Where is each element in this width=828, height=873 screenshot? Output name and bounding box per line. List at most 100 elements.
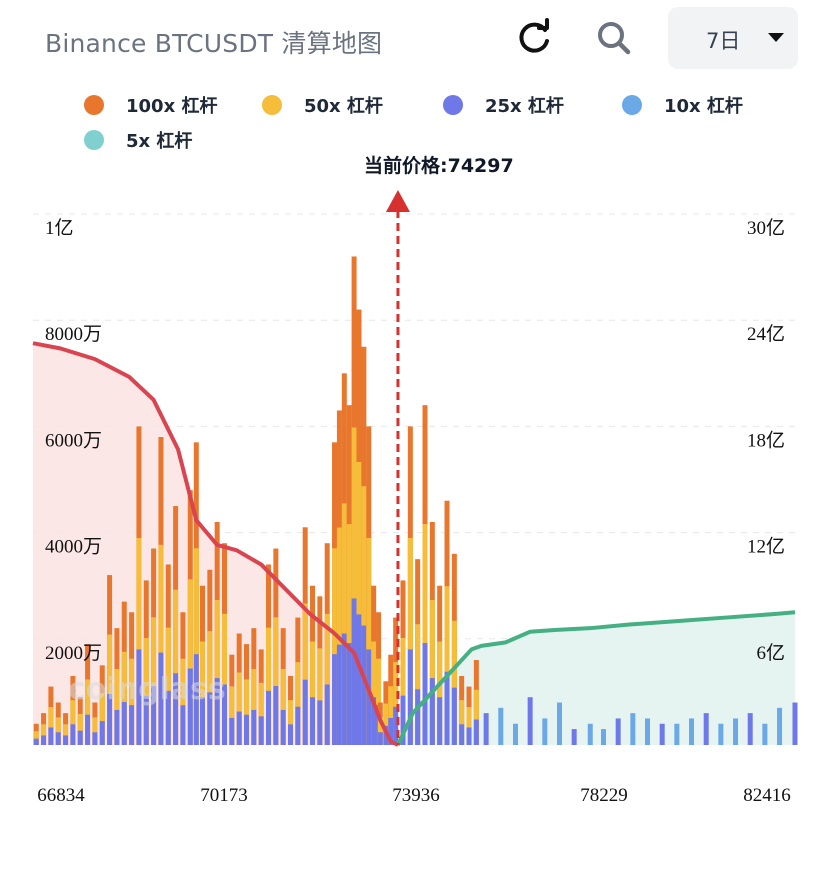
bar [251,669,257,745]
bar [207,631,213,745]
bar [193,654,199,745]
bar [77,713,83,745]
bar [41,735,47,745]
bar [70,700,76,745]
bar [332,548,338,745]
bar [143,638,149,745]
bar [459,724,465,745]
bar [222,613,228,745]
refresh-icon[interactable] [512,16,556,60]
bar [451,687,457,745]
bar [165,627,171,745]
range-select[interactable]: 7日 [668,7,798,69]
bar [295,706,301,745]
bar [302,603,308,745]
bar [317,700,323,745]
bar [415,624,421,745]
bar [310,697,316,745]
legend-item-100x[interactable]: 100x 杠杆 [84,92,217,118]
bar [371,641,377,745]
bar [244,679,250,745]
y-tick-label-left: 4000万 [45,537,102,558]
legend-item-10x[interactable]: 10x 杠杆 [622,92,743,118]
legend-dot [262,95,282,115]
bar [689,718,695,745]
bar [377,732,383,745]
legend-item-5x[interactable]: 5x 杠杆 [84,127,192,153]
page-title: Binance BTCUSDT 清算地图 [45,29,383,58]
bar [55,732,61,745]
legend-item-25x[interactable]: 25x 杠杆 [443,92,564,118]
bar [762,723,768,745]
watermark: coinglass [68,672,226,707]
bar [351,427,357,745]
bar [199,641,205,745]
bar [361,486,367,745]
bar [173,589,179,745]
short-cumulative-line [396,610,796,746]
legend-label: 25x 杠杆 [485,96,564,117]
bar [158,544,164,745]
y-tick-label-right: 24亿 [747,323,785,345]
bar [107,634,113,745]
bar [99,693,105,745]
bar [422,643,428,745]
bar [356,461,362,745]
current-price-arrow [385,190,410,212]
bar [473,689,479,745]
bar [483,713,489,745]
bar [236,672,242,745]
bar [718,723,724,745]
bar [207,692,213,745]
bar [266,690,272,745]
bar [63,724,69,745]
bar [129,705,135,745]
bar [63,735,69,745]
bar [324,613,330,745]
bar [143,695,149,745]
legend: 100x 杠杆 50x 杠杆 25x 杠杆 10x 杠杆 5x 杠杆 [0,82,828,152]
bar [747,713,753,745]
bar [266,627,272,745]
legend-dot [84,95,104,115]
bar [587,723,593,745]
bar [407,649,413,745]
bar [733,718,739,745]
bar [346,524,352,745]
bar [77,730,83,745]
bar [556,702,562,745]
bar [366,649,372,745]
bar [244,714,250,745]
bar [356,614,362,745]
header: Binance BTCUSDT 清算地图 7日 [0,0,828,80]
search-icon[interactable] [592,16,636,60]
bar [136,649,142,745]
bar [317,648,323,745]
bar [48,727,54,745]
y-tick-label-right: 12亿 [747,536,785,558]
bar [324,684,330,745]
x-tick-label: 82416 [743,785,791,806]
bar [512,723,518,745]
bar [444,586,450,745]
bar [295,662,301,745]
legend-item-50x[interactable]: 50x 杠杆 [262,92,383,118]
bar [214,600,220,745]
bar [542,718,548,745]
bar [371,697,377,745]
bar [422,524,428,745]
bar [429,678,435,745]
legend-label: 5x 杠杆 [126,131,193,152]
bar [114,669,120,745]
bar [527,697,533,745]
bar [393,706,399,745]
bar [214,678,220,745]
range-value: 7日 [706,29,741,53]
bar [383,703,389,745]
legend-label: 100x 杠杆 [126,96,218,117]
bar [229,717,235,745]
legend-label: 10x 杠杆 [664,96,743,117]
bar [361,625,367,745]
bar [437,697,443,745]
